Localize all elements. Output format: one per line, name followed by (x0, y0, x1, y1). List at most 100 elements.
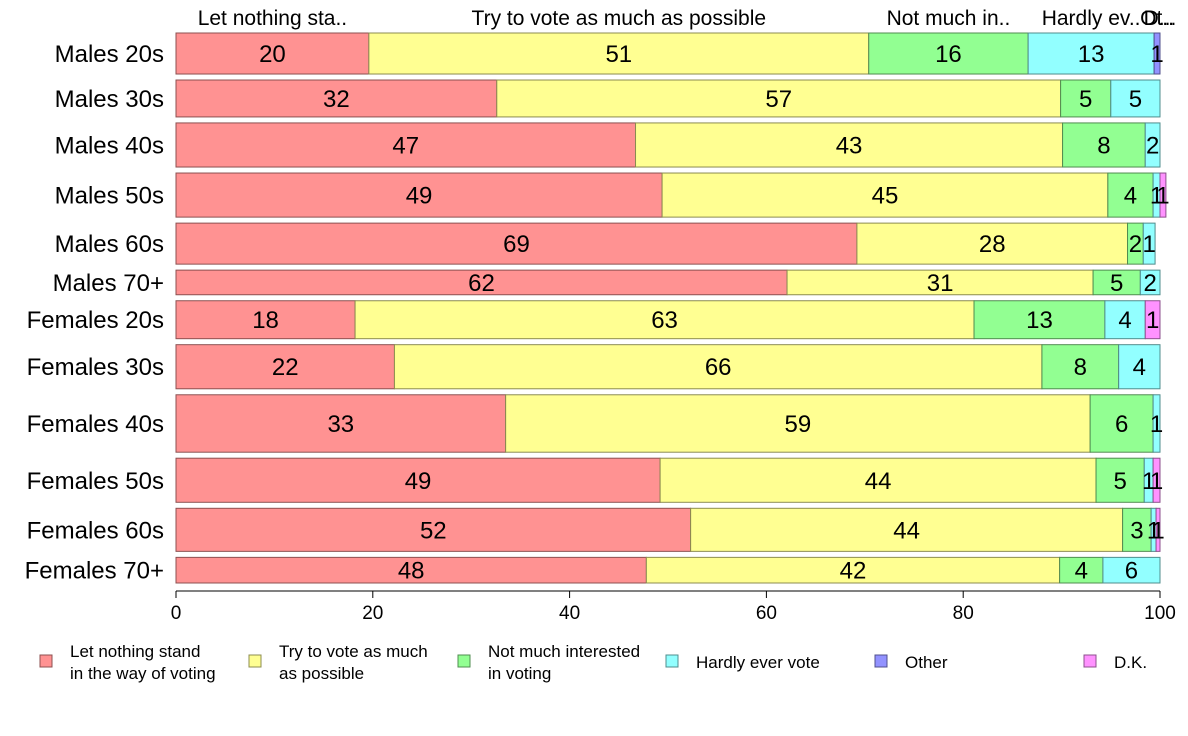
category-label: Males 60s (55, 231, 164, 258)
bar-segment (175, 172, 663, 218)
data-label: 1 (1150, 468, 1163, 495)
bar-segment (1144, 122, 1161, 168)
data-label: 1 (1151, 517, 1164, 544)
bar-segment (1142, 222, 1156, 265)
legend-swatch (457, 654, 471, 668)
data-label: 8 (1097, 132, 1110, 159)
data-label: 20 (259, 41, 286, 68)
data-label: 6 (1115, 411, 1128, 438)
legend-label: as possible (279, 664, 364, 683)
data-label: 1 (1142, 231, 1155, 258)
bar-segment (1110, 79, 1161, 118)
data-label: 69 (503, 231, 530, 258)
data-label: 16 (935, 41, 962, 68)
legend-swatch (1083, 654, 1097, 668)
bar-segment (175, 507, 692, 552)
bar-segment (368, 32, 870, 75)
data-label: 59 (785, 411, 812, 438)
data-label: 31 (927, 270, 954, 297)
data-label: 62 (468, 270, 495, 297)
bar-segment (175, 222, 858, 265)
bar-segment (175, 122, 637, 168)
bar-segment (1059, 556, 1104, 584)
data-label: 13 (1078, 41, 1105, 68)
legend-swatch (874, 654, 888, 668)
category-label: Males 30s (55, 86, 164, 113)
bar-segment (393, 344, 1043, 390)
bar-segment (1095, 457, 1145, 503)
data-label: 5 (1110, 270, 1123, 297)
data-label: 5 (1113, 468, 1126, 495)
x-tick-label: 40 (559, 603, 580, 624)
data-label: 49 (406, 183, 433, 210)
bar-segment (175, 79, 498, 118)
data-label: 1 (1150, 411, 1163, 438)
data-label: 42 (840, 558, 867, 585)
data-label: 22 (272, 354, 299, 381)
bar-segment (175, 32, 370, 75)
x-tick-label: 0 (171, 603, 182, 624)
category-label: Females 60s (27, 517, 164, 544)
data-label: 1 (1150, 41, 1163, 68)
category-label: Females 40s (27, 411, 164, 438)
column-top-label: Try to vote as much as possible (472, 7, 767, 30)
data-label: 44 (865, 468, 892, 495)
data-label: 32 (323, 86, 350, 113)
bar-segment (1139, 269, 1161, 296)
bar-segment (1060, 79, 1112, 118)
bar-segment (175, 269, 788, 296)
bar-segment (175, 556, 647, 584)
legend-swatch (39, 654, 53, 668)
x-tick-label: 60 (756, 603, 777, 624)
legend-label: Not much interested (488, 642, 640, 661)
column-top-label: Let nothing sta.. (198, 7, 347, 30)
bar-segment (1152, 394, 1161, 453)
bar-segment (1102, 556, 1161, 584)
category-label: Females 30s (27, 354, 164, 381)
data-label: 66 (705, 354, 732, 381)
legend-label: Other (905, 653, 948, 672)
data-label: 4 (1133, 354, 1146, 381)
category-label: Females 70+ (25, 558, 164, 585)
legend-label: in voting (488, 664, 551, 683)
category-label: Males 20s (55, 41, 164, 68)
data-label: 4 (1075, 558, 1088, 585)
bar-segment (1118, 344, 1161, 390)
bar-segment (659, 457, 1097, 503)
bar-segment (1104, 300, 1146, 340)
data-label: 63 (651, 307, 678, 334)
data-label: 4 (1118, 307, 1131, 334)
bar-segment (856, 222, 1129, 265)
data-label: 6 (1125, 558, 1138, 585)
legend-swatch (665, 654, 679, 668)
data-label: 1 (1142, 468, 1155, 495)
data-label: 2 (1129, 231, 1142, 258)
data-label: 2 (1146, 132, 1159, 159)
bar-segment (1152, 457, 1161, 503)
bar-segment (1092, 269, 1141, 296)
data-label: 2 (1143, 270, 1156, 297)
data-label: 51 (605, 41, 632, 68)
bar-segment (1159, 172, 1167, 218)
data-label: 1 (1156, 183, 1169, 210)
legend-label: Try to vote as much (279, 642, 428, 661)
data-label: 52 (420, 517, 447, 544)
data-label: 1 (1146, 307, 1159, 334)
column-top-label: Ot.. (1140, 7, 1174, 30)
category-label: Males 40s (55, 132, 164, 159)
data-label: 49 (405, 468, 432, 495)
x-tick-label: 80 (953, 603, 974, 624)
bar-segment (496, 79, 1062, 118)
bar-segment (868, 32, 1029, 75)
legend-label: Hardly ever vote (696, 653, 820, 672)
data-label: 57 (765, 86, 792, 113)
bar-segment (1144, 300, 1161, 340)
bar-segment (1107, 172, 1154, 218)
data-label: 13 (1026, 307, 1053, 334)
x-tick-label: 100 (1144, 603, 1176, 624)
bar-segment (786, 269, 1094, 296)
bar-segment (1062, 122, 1146, 168)
bar-segment (505, 394, 1091, 453)
data-label: 44 (893, 517, 920, 544)
